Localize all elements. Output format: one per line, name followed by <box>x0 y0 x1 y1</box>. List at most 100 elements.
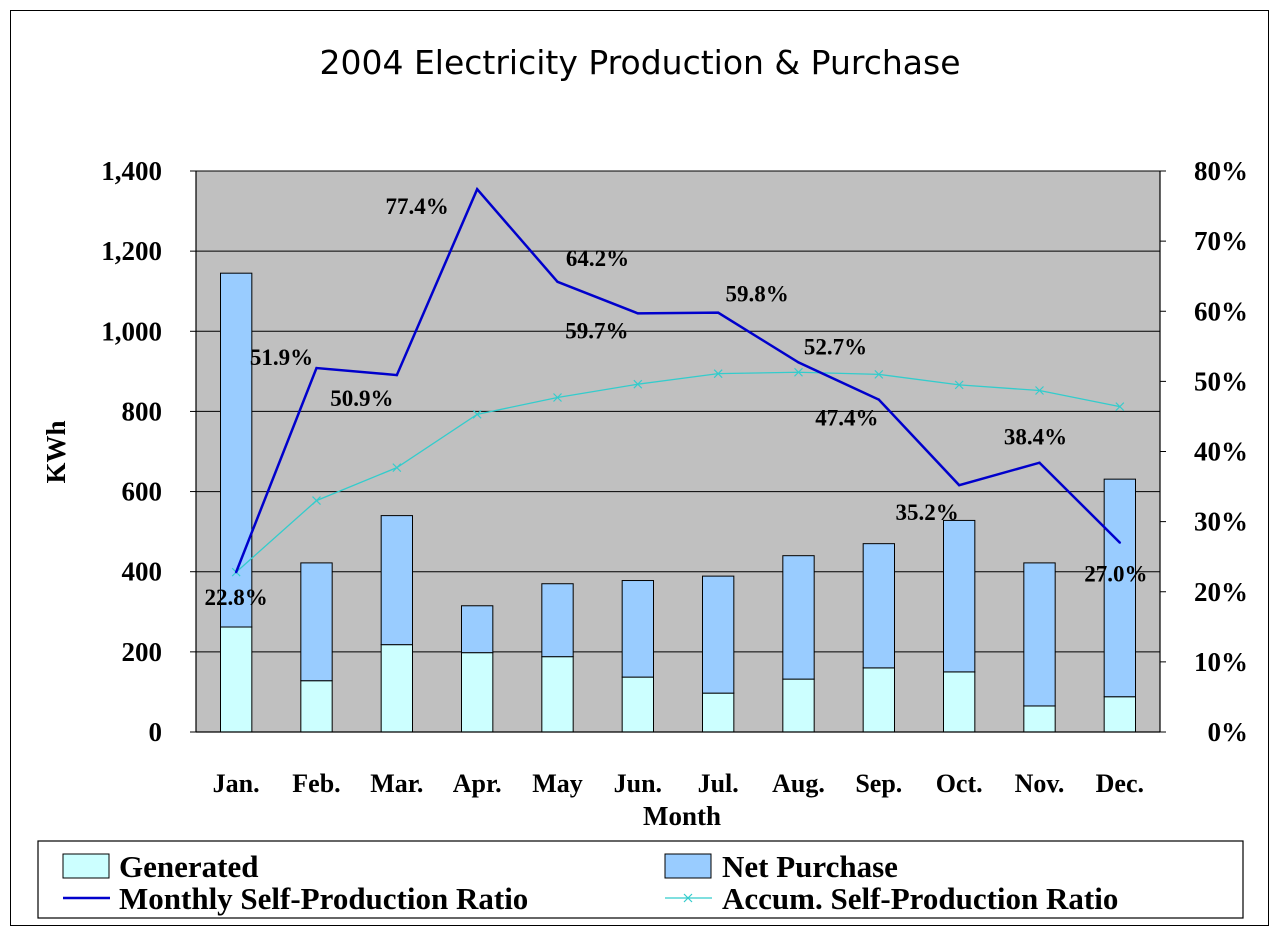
y-axis-title: KWh <box>41 420 71 483</box>
legend: Generated Net Purchase Monthly Self-Produc… <box>37 840 1244 919</box>
bar-generated <box>1023 705 1056 733</box>
bar-net-purchase <box>943 519 976 673</box>
accum-ratio-line <box>235 371 1120 573</box>
legend-label-monthly: Monthly Self-Production Ratio <box>119 881 528 916</box>
monthly-ratio-point <box>234 570 238 574</box>
accum-ratio-point <box>713 369 723 379</box>
data-label: 35.2% <box>896 500 959 525</box>
legend-label-accum: Accum. Self-Production Ratio <box>722 881 1118 916</box>
bar-net-purchase <box>220 272 253 628</box>
x-tick-label: Dec. <box>1096 769 1144 798</box>
accum-ratio-point <box>472 409 482 419</box>
bar-generated <box>220 626 253 733</box>
x-tick-label: Jan. <box>213 769 260 798</box>
data-label: 47.4% <box>815 406 878 431</box>
chart-title: 2004 Electricity Production & Purchase <box>319 43 960 82</box>
monthly-ratio-point <box>556 280 559 283</box>
bar-net-purchase <box>300 562 333 682</box>
accum-ratio-point <box>794 367 803 377</box>
y2-tick-label: 10% <box>1194 647 1248 677</box>
monthly-ratio-line <box>235 186 1121 573</box>
x-tick-label: Jul. <box>698 769 739 798</box>
y2-tick-label: 50% <box>1194 366 1248 396</box>
y2-tick-label: 60% <box>1194 296 1248 326</box>
data-label: 59.7% <box>565 318 628 343</box>
x-tick-label: Mar. <box>370 769 423 798</box>
bar-generated <box>943 671 976 733</box>
accum-ratio-point <box>954 380 964 390</box>
monthly-ratio-point <box>636 312 640 315</box>
accum-ratio-point <box>633 379 643 389</box>
x-tick-label: Aug. <box>772 769 825 798</box>
bar-generated <box>782 678 815 733</box>
bar-net-purchase <box>541 583 574 658</box>
x-axis-title: Month <box>643 801 721 831</box>
legend-marker-accum <box>683 893 693 903</box>
bar-net-purchase <box>702 575 735 694</box>
monthly-ratio-point <box>877 398 881 401</box>
bar-generated <box>862 667 895 733</box>
y2-tick-label: 40% <box>1194 437 1248 467</box>
y-tick-label: 400 <box>122 557 163 587</box>
accum-ratio-point <box>1115 402 1125 412</box>
data-label: 27.0% <box>1084 562 1147 587</box>
bar-net-purchase <box>1103 478 1136 698</box>
bar-net-purchase <box>461 605 494 654</box>
bar-net-purchase <box>782 555 815 680</box>
legend-label-generated: Generated <box>119 849 258 884</box>
data-label: 52.7% <box>804 334 867 359</box>
accum-ratio-point <box>553 393 562 402</box>
x-tick-label: Oct. <box>936 769 983 798</box>
data-label: 51.9% <box>250 345 313 370</box>
x-tick-label: Sep. <box>855 769 902 798</box>
monthly-ratio-point <box>716 311 720 314</box>
bar-generated <box>1103 696 1136 733</box>
monthly-ratio-point <box>395 373 399 377</box>
y-tick-label: 1,400 <box>101 156 162 186</box>
accum-ratio-point <box>312 496 321 506</box>
y2-tick-label: 70% <box>1194 226 1248 256</box>
y2-tick-label: 20% <box>1194 577 1248 607</box>
bar-net-purchase <box>621 580 654 678</box>
bar-generated <box>621 676 654 733</box>
bar-net-purchase <box>380 515 413 646</box>
monthly-ratio-point <box>1118 541 1122 544</box>
x-tick-label: Nov. <box>1015 769 1065 798</box>
y-tick-label: 1,000 <box>101 316 162 346</box>
bar-generated <box>380 644 413 733</box>
y2-tick-label: 0% <box>1208 717 1249 747</box>
y-tick-label: 800 <box>122 396 163 426</box>
y2-tick-label: 30% <box>1194 507 1248 537</box>
data-label: 64.2% <box>566 246 629 271</box>
bar-generated <box>541 656 574 733</box>
y-tick-label: 0 <box>149 717 163 747</box>
x-tick-label: Feb. <box>292 769 340 798</box>
data-label: 38.4% <box>1004 425 1067 450</box>
monthly-ratio-point <box>797 361 800 364</box>
legend-box <box>37 840 1244 919</box>
data-label: 59.8% <box>726 282 789 307</box>
x-tick-label: Jun. <box>614 769 662 798</box>
data-label: 50.9% <box>330 386 393 411</box>
legend-swatch-generated <box>62 853 110 879</box>
bar-net-purchase <box>1023 562 1056 707</box>
y-tick-label: 200 <box>122 637 163 667</box>
y-tick-label: 1,200 <box>101 236 162 266</box>
bar-generated <box>461 652 494 733</box>
bar-net-purchase <box>862 543 895 669</box>
x-tick-label: May <box>532 769 583 798</box>
legend-label-net-purchase: Net Purchase <box>722 849 898 884</box>
legend-swatch-net-purchase <box>664 853 712 879</box>
monthly-ratio-point <box>475 188 479 191</box>
accum-ratio-point <box>392 463 402 473</box>
monthly-ratio-point <box>957 483 961 487</box>
accum-ratio-point <box>874 369 884 379</box>
x-tick-label: Apr. <box>453 769 502 798</box>
monthly-ratio-point <box>315 366 318 370</box>
bar-generated <box>300 680 333 733</box>
data-label: 77.4% <box>386 194 449 219</box>
plot-area <box>196 171 1160 732</box>
y2-tick-label: 80% <box>1194 156 1248 186</box>
data-label: 22.8% <box>205 585 268 610</box>
